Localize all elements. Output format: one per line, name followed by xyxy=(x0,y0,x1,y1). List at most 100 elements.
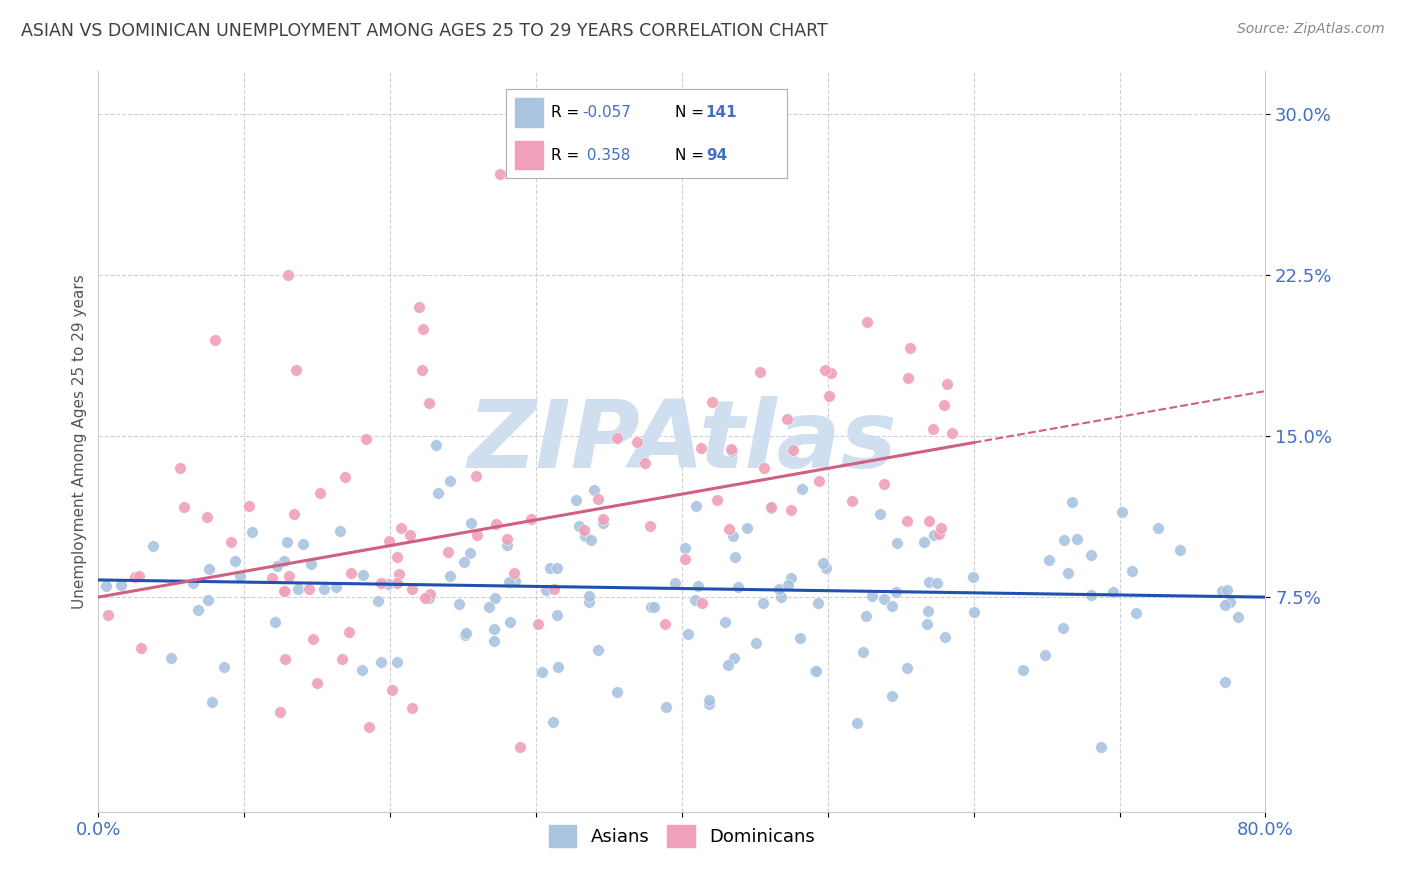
Point xyxy=(1080,549,1102,563)
Point xyxy=(335,469,357,483)
Point xyxy=(198,562,221,576)
Point xyxy=(302,632,325,646)
Point xyxy=(735,521,758,535)
Point xyxy=(841,493,863,508)
Point xyxy=(724,549,747,564)
Point xyxy=(807,596,830,610)
Point xyxy=(273,583,295,598)
Point xyxy=(699,692,721,706)
Point xyxy=(782,443,804,458)
Point xyxy=(727,580,749,594)
Point xyxy=(339,566,361,580)
Point xyxy=(478,599,501,614)
Point xyxy=(748,365,770,379)
Point xyxy=(124,570,146,584)
Point xyxy=(526,616,548,631)
Point xyxy=(592,512,614,526)
Point xyxy=(779,571,801,585)
Point xyxy=(640,599,662,614)
Point xyxy=(720,442,742,456)
Text: R =: R = xyxy=(551,105,585,120)
Point xyxy=(690,596,713,610)
Point xyxy=(325,580,347,594)
Point xyxy=(1168,542,1191,557)
Point xyxy=(1219,595,1241,609)
Point xyxy=(460,516,482,531)
Point xyxy=(790,483,813,497)
Point xyxy=(520,511,543,525)
Point xyxy=(399,528,422,542)
Y-axis label: Unemployment Among Ages 25 to 29 years: Unemployment Among Ages 25 to 29 years xyxy=(72,274,87,609)
Point xyxy=(538,561,561,575)
Legend: Asians, Dominicans: Asians, Dominicans xyxy=(541,818,823,855)
Bar xyxy=(515,141,543,169)
Point xyxy=(482,633,505,648)
Point xyxy=(269,705,291,719)
Bar xyxy=(515,98,543,127)
Point xyxy=(418,591,440,605)
Point xyxy=(723,650,745,665)
Point xyxy=(418,395,440,409)
Point xyxy=(815,561,838,575)
Point xyxy=(900,341,922,355)
Point xyxy=(169,461,191,475)
Point xyxy=(928,526,950,541)
Point xyxy=(543,582,565,596)
Point xyxy=(284,363,307,377)
Point xyxy=(769,590,792,604)
Point xyxy=(873,591,896,606)
Point xyxy=(337,625,360,640)
Point xyxy=(454,628,477,642)
Point xyxy=(546,607,568,622)
Point xyxy=(503,566,526,580)
Point xyxy=(852,645,875,659)
Point xyxy=(385,655,408,669)
Point xyxy=(1213,675,1236,690)
Point xyxy=(229,569,252,583)
Point xyxy=(1066,532,1088,546)
Point xyxy=(685,499,707,513)
Point xyxy=(567,518,589,533)
Point xyxy=(820,367,842,381)
Point xyxy=(262,571,284,585)
Point xyxy=(381,683,404,698)
Point xyxy=(1101,585,1123,599)
Point xyxy=(922,422,945,436)
Point xyxy=(377,577,399,591)
Point xyxy=(572,523,595,537)
Point xyxy=(447,597,470,611)
Text: ZIPAtlas: ZIPAtlas xyxy=(467,395,897,488)
Text: R =: R = xyxy=(551,148,585,162)
Point xyxy=(274,583,297,598)
Point xyxy=(804,664,827,678)
Point xyxy=(578,595,600,609)
Point xyxy=(437,545,460,559)
Point xyxy=(963,605,986,619)
Point xyxy=(759,500,782,515)
Point xyxy=(896,514,918,528)
Point xyxy=(924,528,946,542)
Point xyxy=(880,689,903,703)
Point xyxy=(201,695,224,709)
Text: ASIAN VS DOMINICAN UNEMPLOYMENT AMONG AGES 25 TO 29 YEARS CORRELATION CHART: ASIAN VS DOMINICAN UNEMPLOYMENT AMONG AG… xyxy=(21,22,828,40)
Point xyxy=(197,593,219,607)
Point xyxy=(917,604,939,618)
Point xyxy=(387,550,409,565)
Point xyxy=(505,574,527,588)
Point xyxy=(776,578,799,592)
Point xyxy=(412,322,434,336)
Point xyxy=(655,699,678,714)
Point xyxy=(626,434,648,449)
Point xyxy=(673,552,696,566)
Point xyxy=(495,532,517,546)
Point xyxy=(536,582,558,597)
Point xyxy=(818,389,841,403)
Point xyxy=(676,627,699,641)
Point xyxy=(884,584,907,599)
Point xyxy=(276,535,298,549)
Point xyxy=(378,534,401,549)
Point xyxy=(697,697,720,711)
Point xyxy=(1053,533,1076,547)
Point xyxy=(578,589,600,603)
Point xyxy=(546,560,568,574)
